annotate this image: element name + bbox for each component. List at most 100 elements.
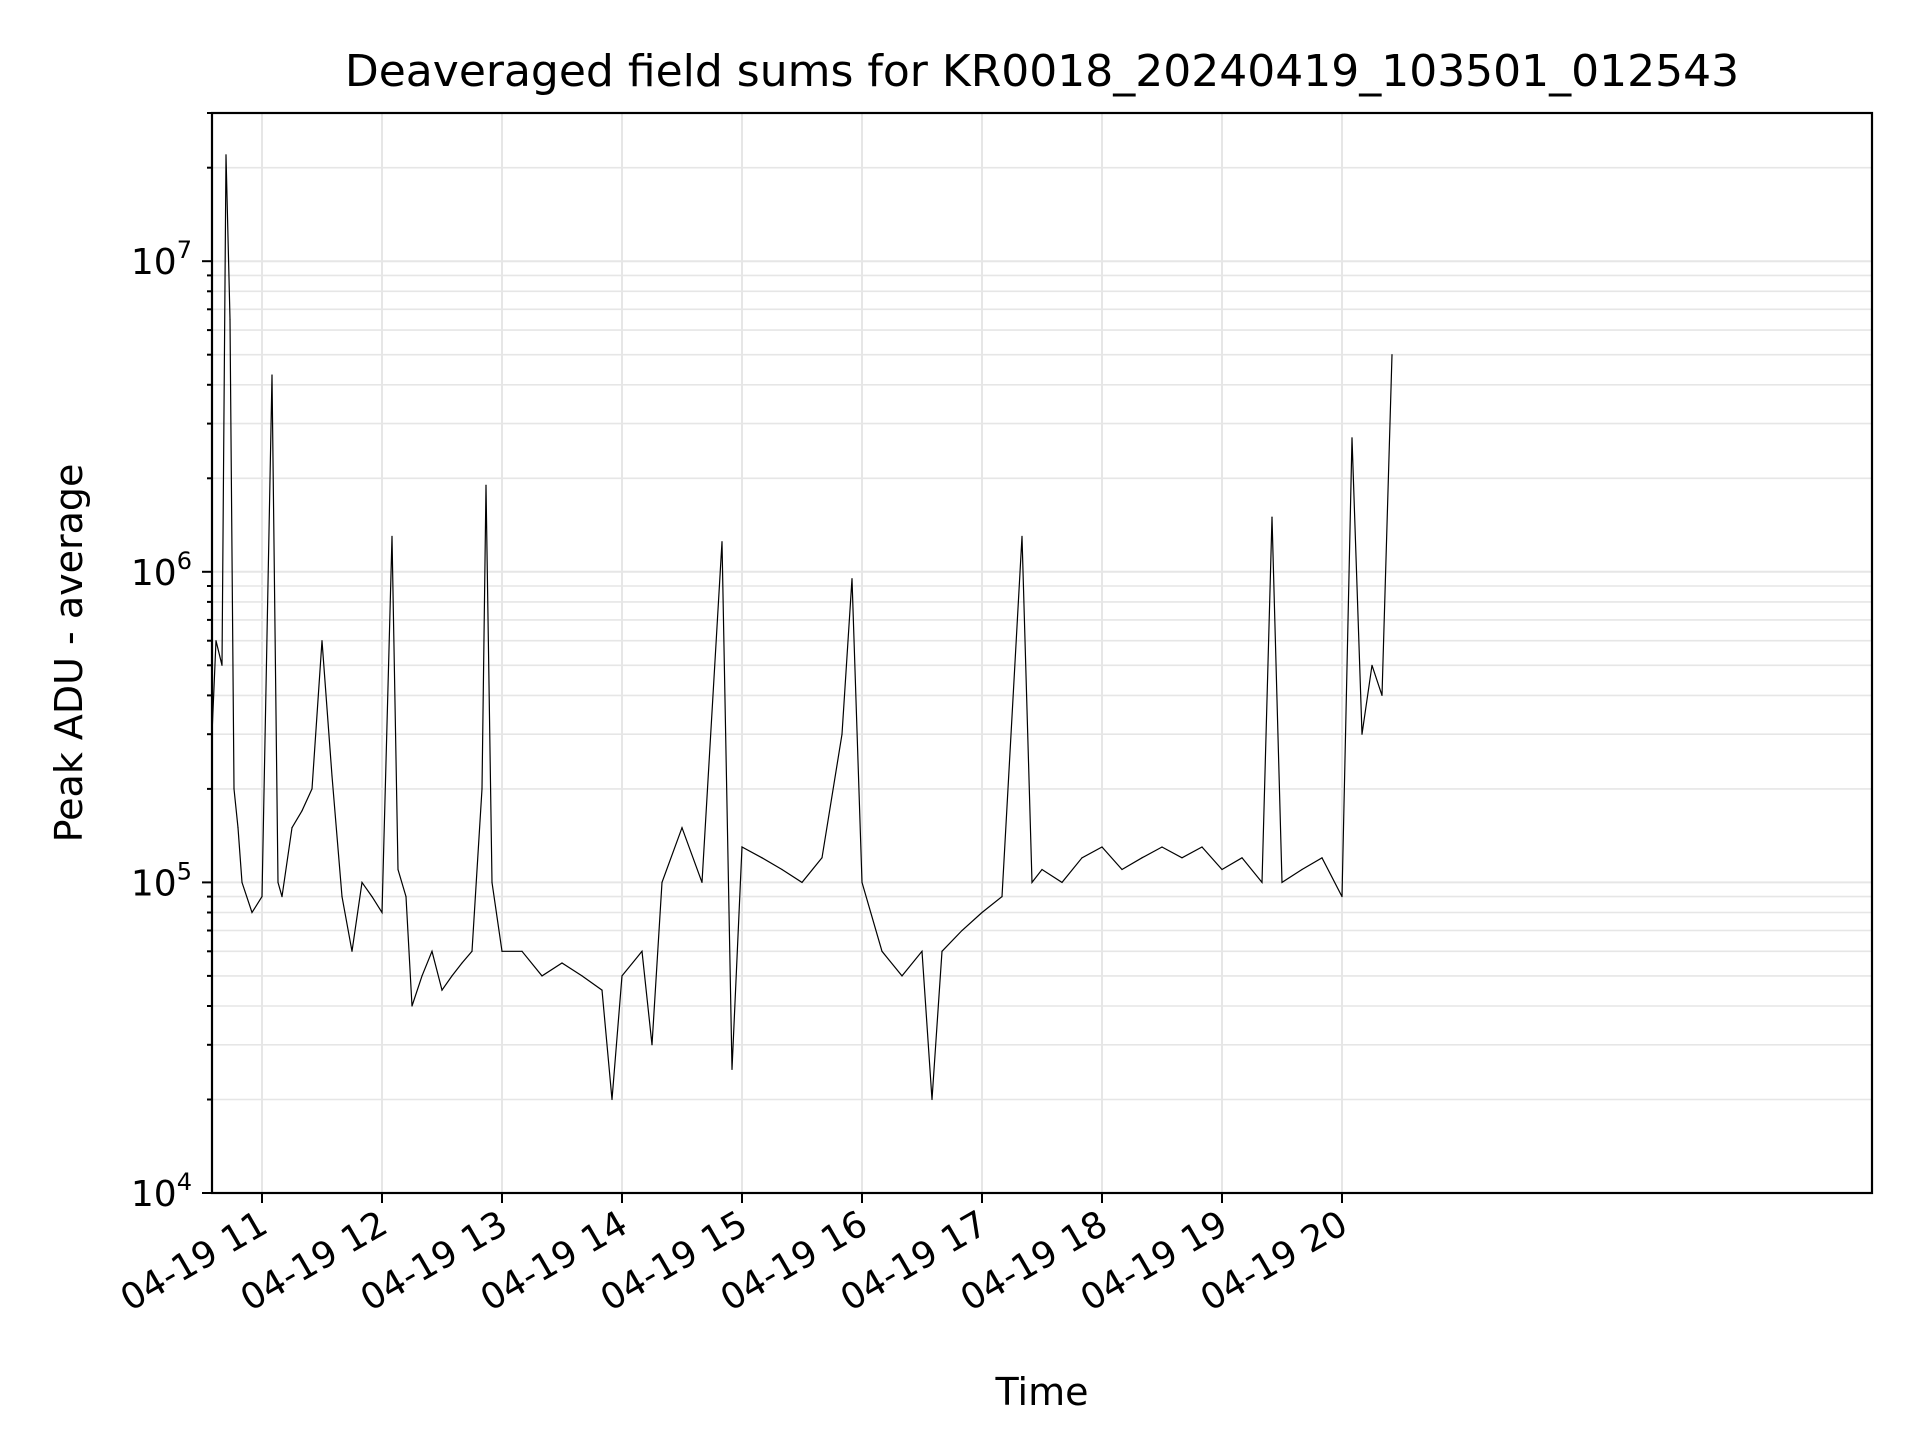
data-point [371, 896, 373, 898]
data-point [1001, 896, 1003, 898]
data-point [1341, 896, 1343, 898]
data-point [491, 881, 493, 884]
data-point [561, 962, 563, 964]
data-point [1021, 535, 1023, 538]
data-point [1301, 868, 1303, 871]
data-point [501, 950, 503, 952]
y-tick-label: 104 [131, 1168, 192, 1215]
y-tick-label: 106 [131, 547, 192, 594]
data-point [681, 827, 683, 829]
data-point [801, 881, 803, 884]
data-point [981, 911, 983, 914]
data-point [941, 950, 943, 952]
y-tick-exponent: 5 [177, 857, 192, 885]
y-tick-base: 10 [131, 553, 177, 594]
data-point [1221, 868, 1223, 871]
y-axis-label: Peak ADU - average [47, 464, 91, 843]
data-point [321, 640, 323, 642]
y-tick-exponent: 6 [177, 547, 192, 575]
data-point [261, 896, 263, 898]
data-point [921, 950, 923, 952]
data-point [221, 664, 223, 666]
x-axis-label: Time [995, 1370, 1089, 1414]
data-point [1281, 881, 1283, 884]
data-point [841, 733, 843, 735]
data-point [1141, 857, 1143, 859]
data-point [233, 788, 235, 790]
grid-layer [212, 112, 1872, 1194]
data-point [541, 975, 543, 977]
plot-frame [210, 111, 1874, 1195]
data-point [291, 827, 293, 829]
data-point [311, 788, 313, 790]
y-tick-exponent: 7 [177, 236, 192, 264]
data-point [881, 950, 883, 952]
data-point [485, 484, 487, 486]
y-tick-base: 10 [131, 1174, 177, 1215]
data-point [1121, 868, 1123, 871]
data-point [461, 962, 463, 964]
data-point [741, 846, 743, 848]
y-tick-exponent: 4 [177, 1168, 192, 1196]
data-point [1391, 354, 1393, 356]
data-point [731, 1068, 733, 1070]
y-tick-base: 10 [131, 242, 177, 283]
data-point [277, 881, 279, 884]
data-point [821, 857, 823, 859]
data-point [411, 1005, 413, 1007]
data-point [651, 1044, 653, 1046]
data-point [611, 1098, 613, 1101]
data-point [431, 950, 433, 952]
series-line [211, 154, 1393, 1100]
data-point [601, 989, 603, 991]
data-point [1101, 846, 1103, 848]
data-point [1181, 857, 1183, 859]
data-point [931, 1098, 933, 1101]
data-point [1031, 881, 1033, 884]
data-point [281, 896, 283, 898]
data-point [237, 827, 239, 829]
y-tick-base: 10 [131, 863, 177, 904]
data-point [581, 975, 583, 977]
y-tick-label: 105 [131, 857, 192, 904]
data-point [271, 374, 273, 376]
data-point [301, 810, 303, 812]
data-point [405, 896, 407, 898]
data-point [901, 975, 903, 977]
data-point [861, 881, 863, 884]
data-point [451, 975, 453, 977]
data-point [701, 881, 703, 884]
data-point [1201, 846, 1203, 848]
data-point [1261, 881, 1263, 884]
data-point [851, 578, 853, 580]
data-point [481, 788, 483, 790]
data-point [521, 950, 523, 952]
data-point [1351, 437, 1353, 439]
series-layer [211, 154, 1393, 1101]
data-point [361, 881, 363, 884]
data-point [641, 950, 643, 952]
data-point [1061, 881, 1063, 884]
data-point [251, 911, 253, 914]
data-point [781, 868, 783, 871]
data-point [441, 989, 443, 991]
data-point [661, 881, 663, 884]
data-point [1361, 733, 1363, 735]
data-point [1161, 846, 1163, 848]
data-point [621, 975, 623, 977]
data-point [381, 911, 383, 914]
y-tick-label: 107 [131, 236, 192, 283]
data-point [1271, 516, 1273, 518]
data-point [241, 881, 243, 884]
data-point [225, 154, 227, 156]
data-point [391, 535, 393, 538]
data-point [351, 950, 353, 952]
data-point [1081, 857, 1083, 859]
data-point [215, 640, 217, 642]
data-point [1041, 868, 1043, 871]
data-point [331, 775, 333, 777]
data-point [471, 950, 473, 952]
